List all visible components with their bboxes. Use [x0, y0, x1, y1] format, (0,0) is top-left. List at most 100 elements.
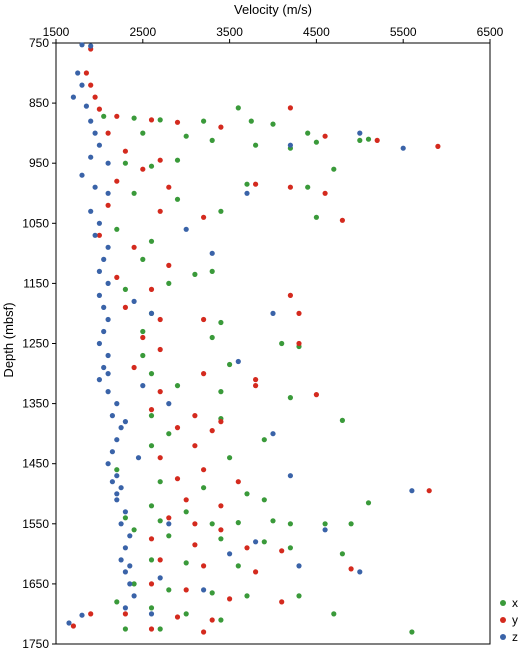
data-point-y [192, 521, 198, 527]
y-tick-label: 1450 [22, 457, 49, 471]
data-point-x [279, 340, 285, 347]
data-point-x [209, 137, 215, 143]
data-point-y [148, 626, 155, 632]
data-point-x [365, 136, 372, 142]
data-point-z [244, 190, 250, 196]
data-point-z [157, 575, 163, 581]
data-point-y [322, 133, 328, 139]
data-point-x [148, 413, 155, 419]
x-tick-label: 1500 [43, 25, 70, 39]
data-point-y [192, 413, 198, 419]
data-point-y [157, 157, 163, 163]
data-point-x [209, 590, 215, 596]
data-point-z [96, 377, 102, 383]
data-point-x [287, 545, 293, 551]
data-point-y [131, 364, 137, 371]
data-point-z [88, 208, 94, 214]
data-point-x [157, 518, 163, 524]
data-point-z [105, 160, 111, 166]
data-point-x [209, 268, 215, 274]
x-tick-label: 2500 [129, 25, 156, 39]
data-point-z [101, 304, 107, 310]
data-point-y [174, 614, 181, 620]
data-point-z [166, 401, 172, 407]
y-tick-label: 1350 [22, 397, 49, 411]
data-point-x [235, 563, 241, 569]
data-point-y [244, 545, 250, 551]
data-point-y [174, 425, 181, 431]
data-point-z [101, 364, 107, 371]
data-point-z [88, 43, 94, 49]
data-point-y [279, 548, 285, 554]
data-point-x [261, 437, 267, 443]
data-point-z [70, 94, 76, 100]
data-point-z [127, 581, 133, 587]
data-point-z [209, 250, 215, 256]
data-point-y [183, 587, 189, 593]
data-point-z [270, 310, 276, 316]
data-point-z [118, 485, 124, 491]
x-axis: 1500 2500 3500 4500 5500 6500 [43, 25, 504, 43]
data-point-y [88, 82, 94, 88]
data-point-x [348, 521, 354, 527]
data-point-y [201, 629, 207, 635]
data-point-z [140, 383, 146, 389]
y-tick-label: 950 [29, 156, 49, 170]
data-point-z [296, 563, 302, 569]
data-point-z [183, 226, 189, 232]
data-point-x [131, 581, 137, 587]
data-point-y [218, 419, 224, 425]
data-point-x [248, 118, 254, 124]
data-point-x [209, 334, 215, 341]
data-point-z [96, 142, 102, 148]
data-point-x [270, 121, 276, 127]
data-point-y [227, 596, 233, 602]
data-point-y [253, 181, 259, 187]
data-point-z [118, 521, 124, 527]
data-point-z [114, 473, 120, 479]
data-point-y [322, 190, 328, 196]
legend-marker-x [500, 600, 506, 606]
data-point-z [79, 42, 85, 48]
data-point-z [357, 130, 363, 136]
data-point-y [122, 611, 128, 617]
y-tick-label: 1750 [22, 637, 49, 651]
data-point-x [148, 163, 155, 169]
data-point-x [140, 352, 146, 359]
legend-label-x: x [512, 596, 518, 610]
data-point-y [201, 214, 207, 220]
data-point-x [261, 497, 267, 503]
data-point-x [322, 521, 328, 527]
data-point-z [131, 593, 137, 599]
data-point-z [253, 539, 259, 545]
data-point-z [96, 220, 102, 226]
data-point-x [166, 431, 172, 437]
series-y [70, 46, 441, 635]
data-point-z [96, 268, 102, 274]
data-point-x [174, 196, 181, 202]
data-point-x [244, 491, 250, 497]
data-point-z [105, 389, 111, 395]
data-point-x [122, 626, 128, 632]
data-point-x [122, 286, 128, 292]
data-point-x [140, 328, 146, 335]
data-point-x [122, 515, 128, 521]
legend-marker-y [500, 617, 506, 623]
data-point-z [105, 190, 111, 196]
data-point-z [227, 551, 233, 557]
data-point-x [148, 605, 155, 611]
data-point-y [201, 371, 207, 377]
data-point-x [313, 139, 319, 145]
data-point-z [118, 557, 124, 563]
data-point-y [235, 479, 241, 485]
data-point-x [339, 551, 345, 557]
data-point-y [192, 542, 198, 548]
data-point-y [209, 428, 215, 434]
data-point-x [201, 485, 207, 491]
legend-label-z: z [512, 630, 518, 644]
data-point-x [296, 593, 302, 599]
data-point-z [122, 569, 128, 575]
data-point-x [287, 521, 293, 527]
data-point-x [244, 181, 250, 187]
data-point-y [70, 623, 76, 629]
